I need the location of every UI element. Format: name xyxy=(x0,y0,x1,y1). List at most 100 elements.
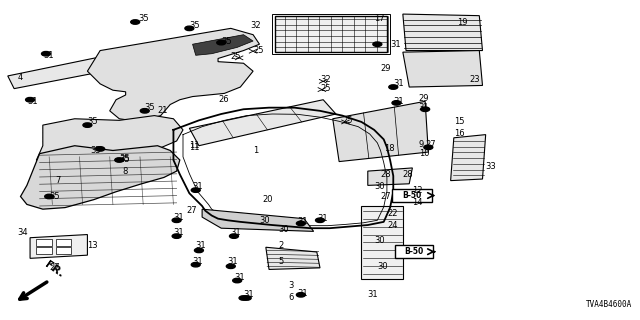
Text: 9: 9 xyxy=(419,140,424,148)
Text: 15: 15 xyxy=(454,117,464,126)
Polygon shape xyxy=(193,35,253,55)
Bar xyxy=(36,247,52,254)
Text: 24: 24 xyxy=(387,220,397,229)
Text: 29: 29 xyxy=(419,94,429,103)
Text: 12: 12 xyxy=(412,186,423,195)
Text: 26: 26 xyxy=(218,95,228,104)
Text: 10: 10 xyxy=(419,149,429,158)
Polygon shape xyxy=(189,100,336,146)
Text: TVA4B4600A: TVA4B4600A xyxy=(586,300,632,309)
Bar xyxy=(36,239,52,246)
Circle shape xyxy=(185,26,194,31)
Text: 35: 35 xyxy=(138,14,149,23)
Text: 6: 6 xyxy=(288,293,294,302)
Text: 31: 31 xyxy=(193,257,203,266)
Circle shape xyxy=(83,123,92,127)
Text: 25: 25 xyxy=(253,46,264,55)
Text: 28: 28 xyxy=(381,170,391,179)
Text: 21: 21 xyxy=(157,106,168,115)
Circle shape xyxy=(392,101,401,105)
Circle shape xyxy=(172,218,181,222)
Text: 32: 32 xyxy=(250,21,260,30)
Circle shape xyxy=(296,292,305,297)
FancyBboxPatch shape xyxy=(392,189,431,202)
Circle shape xyxy=(42,52,51,56)
Circle shape xyxy=(230,234,239,238)
Text: 27: 27 xyxy=(381,192,391,201)
Text: 22: 22 xyxy=(387,209,397,219)
Bar xyxy=(275,16,387,52)
Circle shape xyxy=(296,221,305,226)
Text: 35: 35 xyxy=(88,117,98,126)
Polygon shape xyxy=(403,14,483,51)
Circle shape xyxy=(227,264,236,268)
Text: 27: 27 xyxy=(425,140,436,148)
Text: 31: 31 xyxy=(368,290,378,299)
Circle shape xyxy=(115,158,124,162)
Circle shape xyxy=(140,108,149,113)
Text: 30: 30 xyxy=(374,182,385,191)
Polygon shape xyxy=(36,116,183,184)
Text: 3: 3 xyxy=(288,281,294,290)
Circle shape xyxy=(424,145,433,149)
Bar xyxy=(56,239,72,246)
Bar xyxy=(56,247,72,254)
Circle shape xyxy=(191,262,200,267)
Text: 31: 31 xyxy=(231,228,241,237)
Text: 35: 35 xyxy=(145,103,156,112)
Text: 34: 34 xyxy=(17,228,28,237)
Polygon shape xyxy=(451,135,486,180)
Text: 31: 31 xyxy=(390,40,401,49)
Text: 31: 31 xyxy=(244,290,254,299)
Circle shape xyxy=(26,98,35,102)
Text: 5: 5 xyxy=(278,257,284,266)
Text: 31: 31 xyxy=(193,182,203,191)
Text: 30: 30 xyxy=(374,236,385,245)
Text: 30: 30 xyxy=(278,225,289,234)
Circle shape xyxy=(239,296,248,300)
Text: 31: 31 xyxy=(234,273,244,282)
Circle shape xyxy=(96,147,104,151)
Text: B-50: B-50 xyxy=(402,191,421,200)
Text: 31: 31 xyxy=(228,257,238,266)
FancyBboxPatch shape xyxy=(395,245,433,258)
Text: 13: 13 xyxy=(88,241,98,250)
Text: 35: 35 xyxy=(91,146,101,155)
Text: 31: 31 xyxy=(298,217,308,226)
Text: 31: 31 xyxy=(394,79,404,88)
Polygon shape xyxy=(333,101,428,162)
Polygon shape xyxy=(20,146,180,209)
Text: 7: 7 xyxy=(56,176,61,185)
Text: 35: 35 xyxy=(119,154,130,163)
Text: 19: 19 xyxy=(457,18,467,27)
Circle shape xyxy=(45,194,54,199)
Text: 8: 8 xyxy=(122,167,128,176)
Text: 30: 30 xyxy=(259,216,270,225)
Circle shape xyxy=(233,278,242,283)
Text: 17: 17 xyxy=(374,14,385,23)
Text: 18: 18 xyxy=(384,144,394,153)
Circle shape xyxy=(316,218,324,222)
Text: 1: 1 xyxy=(253,146,259,155)
Circle shape xyxy=(131,20,140,24)
Circle shape xyxy=(373,42,382,46)
Circle shape xyxy=(420,107,429,111)
Polygon shape xyxy=(403,51,483,87)
Text: 31: 31 xyxy=(173,212,184,221)
Text: 31: 31 xyxy=(173,228,184,237)
Text: 31: 31 xyxy=(419,103,429,112)
Text: 31: 31 xyxy=(394,97,404,106)
Text: 31: 31 xyxy=(196,241,206,250)
Text: 33: 33 xyxy=(486,162,497,171)
Text: 4: 4 xyxy=(17,73,22,82)
Text: 23: 23 xyxy=(470,75,481,84)
Text: 35: 35 xyxy=(189,21,200,30)
Text: 25: 25 xyxy=(342,116,353,125)
Text: 35: 35 xyxy=(221,36,232,45)
Polygon shape xyxy=(368,168,412,185)
Polygon shape xyxy=(202,209,314,231)
Circle shape xyxy=(243,296,251,300)
Polygon shape xyxy=(266,247,320,269)
Text: FR.: FR. xyxy=(43,259,65,279)
Text: 16: 16 xyxy=(454,129,465,138)
